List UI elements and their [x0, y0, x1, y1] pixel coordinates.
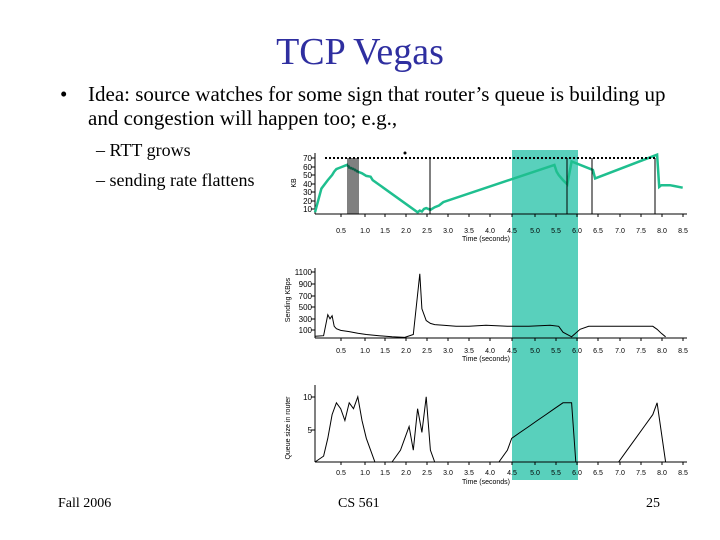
x-tick-label: 1.5: [380, 470, 390, 477]
x-tick-label: 2.5: [422, 470, 432, 477]
x-tick-label: 6.5: [593, 348, 603, 355]
series-line-1: [313, 152, 683, 214]
x-tick-label: 3.0: [443, 470, 453, 477]
x-tick-label: 3.0: [443, 228, 453, 235]
footer-page-number: 25: [646, 496, 660, 511]
y-tick-label: 10: [303, 393, 312, 402]
y-tick-label: 300: [299, 315, 313, 324]
x-tick-label: 1.5: [380, 348, 390, 355]
y-tick-label: 20: [303, 197, 312, 206]
x-tick-label: 6.0: [572, 470, 582, 477]
y-axis-label: Queue size in router: [285, 396, 292, 460]
x-tick-label: 8.0: [657, 470, 667, 477]
y-tick-label: 10: [303, 205, 312, 214]
x-tick-label: 8.0: [657, 228, 667, 235]
x-tick-label: 1.0: [360, 470, 370, 477]
sub-item-rate: – sending rate flattens: [96, 170, 255, 190]
x-tick-label: 4.5: [507, 348, 517, 355]
y-axis-label: Sending KBps: [285, 277, 292, 322]
x-tick-label: 7.5: [636, 348, 646, 355]
y-tick-label: 700: [299, 292, 313, 301]
bullet-text: Idea: source watches for some sign that …: [88, 82, 666, 130]
chart-panel-3: 10 5 Queue size in router 0.5 1.0 1.5 2.0 2.5 3.…: [285, 385, 688, 486]
x-tick-label: 7.5: [636, 470, 646, 477]
y-tick-label: 100: [299, 326, 313, 335]
x-tick-label: 4.0: [485, 228, 495, 235]
x-axis-label: Time (seconds): [462, 479, 510, 486]
x-tick-label: 4.0: [485, 348, 495, 355]
series-line-1: [314, 273, 666, 338]
y-tick-label: 40: [303, 180, 312, 189]
x-axis-label: Time (seconds): [462, 356, 510, 363]
marker-dot: [403, 151, 407, 155]
series-line-1: [314, 394, 667, 463]
y-axis-label: KB: [291, 178, 298, 188]
x-tick-label: 1.0: [360, 228, 370, 235]
x-tick-label: 5.0: [530, 470, 540, 477]
x-tick-label: 3.5: [464, 470, 474, 477]
x-axis-label: Time (seconds): [462, 236, 510, 243]
y-tick-label: 50: [303, 171, 312, 180]
x-tick-label: 3.0: [443, 348, 453, 355]
x-tick-label: 7.0: [615, 228, 625, 235]
x-tick-label: 4.5: [507, 228, 517, 235]
y-tick-label: 30: [303, 188, 312, 197]
y-tick-label: 5: [308, 426, 313, 435]
x-tick-label: 1.0: [360, 348, 370, 355]
x-tick-label: 2.0: [401, 348, 411, 355]
x-tick-label: 5.5: [551, 228, 561, 235]
x-tick-label: 7.5: [636, 228, 646, 235]
x-tick-label: 6.5: [593, 470, 603, 477]
x-tick-label: 2.0: [401, 470, 411, 477]
x-tick-label: 2.0: [401, 228, 411, 235]
chart-panel-2: 1100 900 700 500 300 100 Sending KBps 0.5 1.0 1.5…: [285, 268, 688, 363]
x-tick-label: 0.5: [336, 348, 346, 355]
sub-item-rtt: – RTT grows: [96, 140, 191, 160]
x-tick-label: 4.5: [507, 470, 517, 477]
x-tick-label: 2.5: [422, 348, 432, 355]
x-tick-label: 6.0: [572, 348, 582, 355]
highlight-band: [512, 150, 578, 480]
x-tick-label: 8.0: [657, 348, 667, 355]
y-tick-label: 500: [299, 303, 313, 312]
slide-title: TCP Vegas: [276, 31, 444, 73]
x-tick-label: 3.5: [464, 348, 474, 355]
x-tick-label: 8.5: [678, 348, 688, 355]
x-tick-label: 5.5: [551, 348, 561, 355]
x-tick-label: 8.5: [678, 470, 688, 477]
x-tick-label: 2.5: [422, 228, 432, 235]
x-tick-label: 6.5: [593, 228, 603, 235]
footer-course: CS 561: [338, 496, 380, 511]
x-tick-label: 8.5: [678, 228, 688, 235]
y-tick-label: 60: [303, 163, 312, 172]
y-tick-label: 1100: [295, 268, 313, 277]
x-tick-label: 5.0: [530, 348, 540, 355]
x-tick-label: 7.0: [615, 470, 625, 477]
bullet-marker: •: [60, 82, 68, 106]
x-tick-label: 0.5: [336, 228, 346, 235]
x-tick-label: 6.0: [572, 228, 582, 235]
x-tick-label: 7.0: [615, 348, 625, 355]
footer-date: Fall 2006: [58, 496, 112, 511]
x-tick-label: 0.5: [336, 470, 346, 477]
x-tick-label: 5.5: [551, 470, 561, 477]
x-tick-label: 1.5: [380, 228, 390, 235]
y-tick-label: 70: [303, 154, 312, 163]
x-tick-label: 3.5: [464, 228, 474, 235]
x-tick-label: 5.0: [530, 228, 540, 235]
y-tick-label: 900: [299, 280, 313, 289]
x-tick-label: 4.0: [485, 470, 495, 477]
